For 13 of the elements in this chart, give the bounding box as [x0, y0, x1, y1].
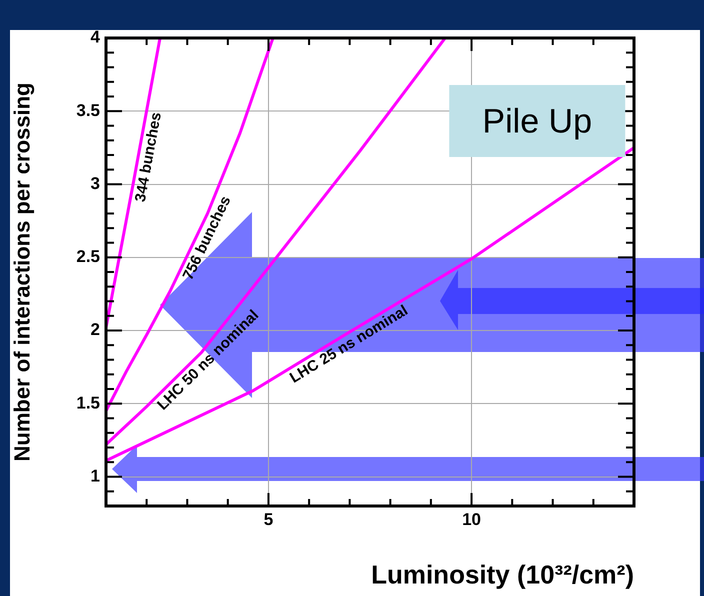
y-tick-label: 3.5: [76, 100, 100, 120]
y-tick-label: 2: [90, 320, 100, 340]
y-tick-label: 1: [90, 466, 100, 486]
y-tick-label: 3: [90, 174, 100, 193]
y-tick-label: 2.5: [76, 247, 100, 266]
annotation: Pile Up: [482, 102, 592, 140]
text: 344 bunches: [132, 110, 165, 204]
y-axis-title: Number of interactions per crossing: [9, 82, 34, 462]
x-tick-label: 5: [264, 510, 274, 529]
x-tick-label: 10: [462, 510, 481, 529]
x-axis-title: Luminosity (10³²/cm²): [371, 560, 634, 590]
y-tick-label: 1.5: [76, 393, 100, 412]
y-tick-label: 4: [90, 28, 101, 47]
